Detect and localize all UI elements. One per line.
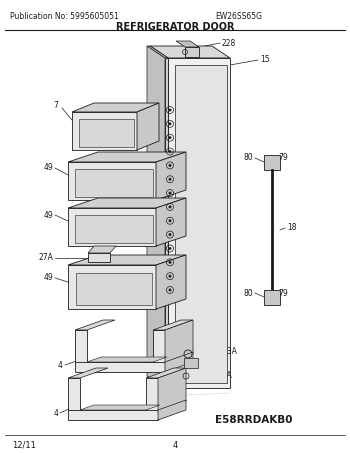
- Text: 18: 18: [287, 223, 296, 232]
- Polygon shape: [68, 265, 156, 309]
- Polygon shape: [68, 198, 186, 208]
- Polygon shape: [147, 46, 165, 388]
- Text: 13A: 13A: [222, 347, 237, 357]
- Circle shape: [169, 261, 171, 264]
- Text: 4: 4: [53, 409, 58, 418]
- Polygon shape: [176, 41, 199, 47]
- Text: 49: 49: [43, 274, 53, 283]
- Circle shape: [169, 178, 171, 180]
- Polygon shape: [175, 65, 227, 383]
- Polygon shape: [156, 255, 186, 309]
- Text: 2: 2: [147, 116, 152, 125]
- Polygon shape: [165, 58, 168, 388]
- Polygon shape: [165, 352, 193, 372]
- Polygon shape: [147, 46, 168, 58]
- Circle shape: [169, 233, 171, 236]
- Text: REFRIGERATOR DOOR: REFRIGERATOR DOOR: [116, 22, 234, 32]
- Circle shape: [169, 206, 171, 208]
- Polygon shape: [68, 378, 80, 412]
- Polygon shape: [68, 208, 156, 246]
- Polygon shape: [75, 330, 87, 364]
- Text: 80: 80: [243, 289, 253, 298]
- Polygon shape: [150, 46, 230, 58]
- Polygon shape: [76, 273, 152, 305]
- Polygon shape: [156, 198, 186, 246]
- Circle shape: [169, 164, 171, 167]
- Polygon shape: [72, 103, 159, 112]
- Circle shape: [169, 109, 171, 111]
- Text: 7: 7: [53, 101, 58, 111]
- Polygon shape: [87, 357, 167, 362]
- Polygon shape: [88, 246, 116, 253]
- Polygon shape: [68, 162, 156, 200]
- Polygon shape: [153, 330, 165, 364]
- Polygon shape: [158, 400, 186, 420]
- Circle shape: [169, 123, 171, 125]
- Polygon shape: [150, 46, 168, 388]
- Polygon shape: [68, 368, 108, 378]
- Text: 22: 22: [183, 374, 193, 382]
- Text: 4: 4: [58, 361, 63, 371]
- Polygon shape: [75, 215, 153, 243]
- Polygon shape: [146, 378, 158, 412]
- Polygon shape: [153, 320, 193, 330]
- Polygon shape: [88, 253, 110, 262]
- Polygon shape: [168, 58, 230, 388]
- Polygon shape: [80, 405, 160, 410]
- Text: Publication No: 5995605051: Publication No: 5995605051: [10, 12, 119, 21]
- Text: 15: 15: [260, 56, 270, 64]
- Polygon shape: [79, 119, 134, 147]
- Polygon shape: [75, 169, 153, 197]
- Circle shape: [169, 150, 171, 153]
- Text: 49: 49: [43, 211, 53, 220]
- Polygon shape: [68, 255, 186, 265]
- Text: 49: 49: [43, 164, 53, 173]
- Text: 12/11: 12/11: [12, 441, 36, 450]
- Polygon shape: [185, 47, 199, 57]
- Circle shape: [169, 192, 171, 194]
- Circle shape: [169, 289, 171, 291]
- Polygon shape: [75, 362, 165, 372]
- Text: EW26SS65G: EW26SS65G: [215, 12, 262, 21]
- Polygon shape: [264, 290, 280, 305]
- Text: E58RRDAKB0: E58RRDAKB0: [215, 415, 293, 425]
- Polygon shape: [72, 112, 137, 150]
- Circle shape: [169, 247, 171, 250]
- Circle shape: [169, 275, 171, 277]
- Polygon shape: [75, 320, 115, 330]
- Circle shape: [169, 220, 171, 222]
- Text: 79: 79: [278, 154, 288, 163]
- Circle shape: [169, 136, 171, 139]
- Text: 21A: 21A: [218, 371, 233, 380]
- Text: 80: 80: [243, 154, 253, 163]
- Polygon shape: [137, 103, 159, 150]
- Polygon shape: [68, 410, 158, 420]
- Text: 27A: 27A: [38, 254, 53, 262]
- Text: 79: 79: [278, 289, 288, 298]
- Polygon shape: [156, 152, 186, 200]
- Polygon shape: [165, 320, 193, 364]
- Polygon shape: [68, 152, 186, 162]
- Polygon shape: [146, 368, 186, 378]
- Polygon shape: [264, 155, 280, 170]
- Polygon shape: [184, 358, 198, 368]
- Text: 228: 228: [222, 39, 236, 48]
- Polygon shape: [158, 368, 186, 412]
- Text: 4: 4: [172, 441, 177, 450]
